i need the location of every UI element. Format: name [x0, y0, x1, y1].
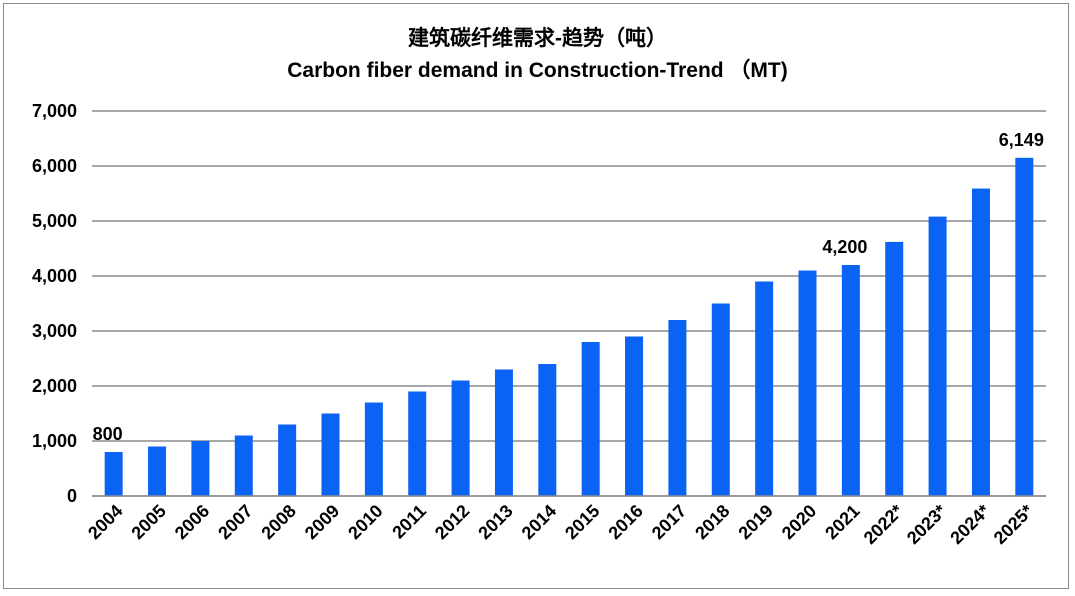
x-tick-label: 2013	[474, 501, 516, 543]
bar	[148, 446, 167, 496]
x-tick-label: 2012	[431, 501, 473, 543]
x-tick-label: 2015	[561, 501, 603, 543]
x-tick-label: 2004	[84, 501, 126, 543]
x-tick-label: 2018	[691, 501, 733, 543]
y-tick-label: 4,000	[32, 266, 77, 286]
bar	[234, 435, 253, 496]
x-tick-label: 2025*	[990, 501, 1037, 548]
x-tick-label: 2024*	[946, 501, 993, 548]
bar	[321, 413, 340, 496]
x-tick-label: 2007	[214, 501, 256, 543]
bar	[364, 402, 383, 496]
y-tick-label: 7,000	[32, 101, 77, 121]
y-tick-label: 2,000	[32, 376, 77, 396]
bar-series	[104, 157, 1034, 497]
x-tick-label: 2014	[518, 501, 560, 543]
bar	[408, 391, 427, 496]
bar	[668, 320, 687, 496]
x-tick-label: 2008	[258, 501, 300, 543]
bar	[494, 369, 513, 496]
bar	[451, 380, 470, 496]
x-axis: 2004 2005 2006 2007 2008 2009 2010 2011 2012 2013…	[84, 495, 1046, 548]
bar	[711, 303, 730, 496]
x-tick-label: 2019	[735, 501, 777, 543]
bar	[798, 270, 817, 496]
bar	[928, 216, 947, 496]
bar	[278, 424, 297, 496]
y-tick-label: 5,000	[32, 211, 77, 231]
x-tick-label: 2020	[778, 501, 820, 543]
bar	[538, 364, 557, 496]
data-labels: 800 4,200 6,149	[93, 130, 1044, 444]
x-tick-label: 2023*	[903, 501, 950, 548]
data-label: 6,149	[999, 130, 1044, 150]
chart-subtitle: Carbon fiber demand in Construction-Tren…	[287, 59, 788, 82]
x-tick-label: 2017	[648, 501, 690, 543]
bar	[581, 342, 600, 496]
data-label: 800	[93, 424, 123, 444]
bar	[755, 281, 774, 496]
bar	[1015, 157, 1034, 496]
y-tick-label: 6,000	[32, 156, 77, 176]
bar	[191, 441, 210, 496]
x-tick-label: 2011	[388, 501, 430, 543]
x-tick-label: 2021	[821, 501, 863, 543]
bar	[971, 188, 990, 497]
bar	[841, 265, 860, 496]
x-tick-label: 2010	[344, 501, 386, 543]
bar	[885, 241, 904, 496]
x-tick-label: 2006	[171, 501, 213, 543]
y-tick-label: 3,000	[32, 321, 77, 341]
x-tick-label: 2016	[604, 501, 646, 543]
y-tick-label: 1,000	[32, 431, 77, 451]
y-axis: 0 1,000 2,000 3,000 4,000 5,000 6,000 7,000	[32, 101, 77, 506]
chart-title: 建筑碳纤维需求-趋势（吨）	[408, 27, 667, 50]
bar	[104, 452, 123, 496]
x-tick-label: 2022*	[860, 501, 907, 548]
bar	[625, 336, 644, 496]
y-tick-label: 0	[67, 486, 77, 506]
x-tick-label: 2005	[127, 501, 169, 543]
data-label: 4,200	[822, 237, 867, 257]
x-tick-label: 2009	[301, 501, 343, 543]
